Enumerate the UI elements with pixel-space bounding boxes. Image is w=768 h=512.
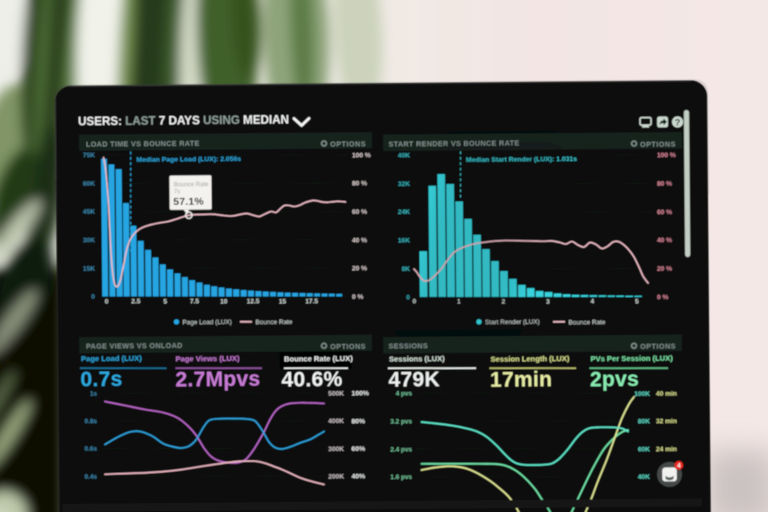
svg-text:2.5: 2.5 [131, 298, 141, 305]
svg-text:24 min: 24 min [656, 446, 677, 453]
svg-text:LOAD TIME VS BOUNCE RATE: LOAD TIME VS BOUNCE RATE [86, 139, 200, 149]
svg-text:40 min: 40 min [656, 390, 677, 397]
svg-text:0: 0 [105, 298, 109, 305]
svg-text:Page Load (LUX): Page Load (LUX) [182, 319, 231, 326]
svg-text:16K: 16K [398, 238, 410, 245]
svg-text:Start Render (LUX): Start Render (LUX) [485, 319, 540, 326]
svg-text:15: 15 [279, 298, 287, 305]
svg-text:60 %: 60 % [352, 209, 367, 216]
svg-text:100 %: 100 % [352, 152, 371, 159]
svg-text:2.4 pvs: 2.4 pvs [390, 446, 412, 453]
svg-text:Bounce Rate: Bounce Rate [568, 319, 605, 326]
svg-text:200K: 200K [328, 473, 344, 480]
svg-text:40K: 40K [398, 152, 410, 159]
svg-text:Session Length (LUX): Session Length (LUX) [490, 354, 569, 364]
svg-text:Sessions (LUX): Sessions (LUX) [389, 354, 445, 363]
svg-text:60 %: 60 % [657, 209, 672, 216]
svg-text:0.8s: 0.8s [85, 418, 98, 425]
svg-text:Page Views (LUX): Page Views (LUX) [175, 354, 240, 364]
svg-text:40%: 40% [351, 473, 365, 480]
svg-text:45K: 45K [83, 209, 95, 216]
svg-text:40.6%: 40.6% [281, 368, 342, 392]
svg-text:OPTIONS: OPTIONS [640, 139, 676, 148]
svg-text:START RENDER VS BOUNCE RATE: START RENDER VS BOUNCE RATE [388, 138, 519, 148]
svg-text:OPTIONS: OPTIONS [640, 342, 676, 351]
svg-text:12.5: 12.5 [247, 298, 260, 305]
svg-text:75K: 75K [83, 152, 95, 159]
svg-text:3.2 pvs: 3.2 pvs [390, 418, 412, 425]
svg-text:8K: 8K [402, 266, 411, 273]
svg-text:1.6 pvs: 1.6 pvs [390, 474, 412, 481]
svg-text:400K: 400K [328, 418, 344, 425]
svg-text:10: 10 [220, 299, 228, 306]
svg-text:4 pvs: 4 pvs [396, 391, 413, 398]
svg-text:32K: 32K [398, 181, 410, 188]
svg-text:Bounce Rate: Bounce Rate [174, 182, 209, 188]
svg-text:32 min: 32 min [656, 418, 677, 425]
svg-text:30K: 30K [83, 237, 95, 244]
svg-text:Bounce Rate: Bounce Rate [255, 319, 292, 326]
svg-text:15K: 15K [83, 265, 95, 272]
svg-text:100 %: 100 % [657, 152, 676, 159]
svg-text:USERS: LAST 7 DAYS USING MEDIA: USERS: LAST 7 DAYS USING MEDIAN [78, 113, 289, 129]
svg-text:80%: 80% [351, 418, 365, 425]
svg-text:500K: 500K [328, 391, 344, 398]
svg-text:OPTIONS: OPTIONS [330, 139, 366, 148]
svg-text:20 %: 20 % [352, 265, 367, 272]
svg-text:0.6s: 0.6s [84, 446, 97, 453]
svg-text:60%: 60% [351, 446, 365, 453]
svg-text:80 %: 80 % [352, 180, 367, 187]
svg-text:100%: 100% [351, 390, 368, 397]
svg-text:2.7Mpvs: 2.7Mpvs [175, 368, 260, 392]
svg-text:5: 5 [635, 299, 639, 306]
svg-text:479K: 479K [388, 368, 440, 391]
svg-text:0: 0 [91, 294, 95, 301]
svg-text:Bounce Rate (LUX): Bounce Rate (LUX) [284, 354, 353, 364]
svg-text:300K: 300K [328, 446, 344, 453]
svg-text:4: 4 [677, 463, 681, 470]
svg-text:80 %: 80 % [657, 181, 672, 188]
svg-text:OPTIONS: OPTIONS [330, 342, 366, 351]
svg-text:7.5: 7.5 [190, 298, 200, 305]
svg-text:5: 5 [163, 299, 167, 306]
svg-text:0: 0 [406, 294, 410, 301]
svg-text:17.5: 17.5 [305, 298, 318, 305]
svg-text:40 %: 40 % [352, 237, 367, 244]
svg-text:0.4s: 0.4s [85, 473, 98, 480]
svg-text:57.1%: 57.1% [173, 197, 204, 208]
svg-text:60K: 60K [638, 446, 650, 453]
svg-text:60K: 60K [83, 181, 95, 188]
svg-text:?: ? [675, 117, 681, 128]
svg-text:Page Load (LUX): Page Load (LUX) [81, 354, 142, 364]
svg-text:Median Page Load (LUX): 2.056s: Median Page Load (LUX): 2.056s [136, 156, 241, 164]
svg-text:PAGE VIEWS VS ONLOAD: PAGE VIEWS VS ONLOAD [86, 341, 183, 351]
svg-text:PVs Per Session (LUX): PVs Per Session (LUX) [590, 354, 673, 364]
svg-text:2pvs: 2pvs [590, 368, 639, 391]
svg-text:0 %: 0 % [352, 294, 364, 301]
svg-text:7s: 7s [174, 189, 180, 195]
svg-text:4: 4 [590, 299, 594, 306]
svg-text:1s: 1s [90, 391, 98, 398]
svg-text:0.7s: 0.7s [80, 368, 122, 391]
svg-text:3: 3 [546, 298, 550, 305]
svg-text:20 %: 20 % [657, 266, 672, 273]
svg-text:80K: 80K [638, 418, 650, 425]
svg-text:100K: 100K [634, 391, 650, 398]
svg-text:0 %: 0 % [657, 294, 669, 301]
svg-text:17min: 17min [490, 368, 552, 392]
svg-text:40K: 40K [638, 474, 650, 481]
svg-text:SESSIONS: SESSIONS [388, 341, 428, 350]
svg-text:24K: 24K [398, 209, 410, 216]
svg-text:40 %: 40 % [657, 237, 672, 244]
